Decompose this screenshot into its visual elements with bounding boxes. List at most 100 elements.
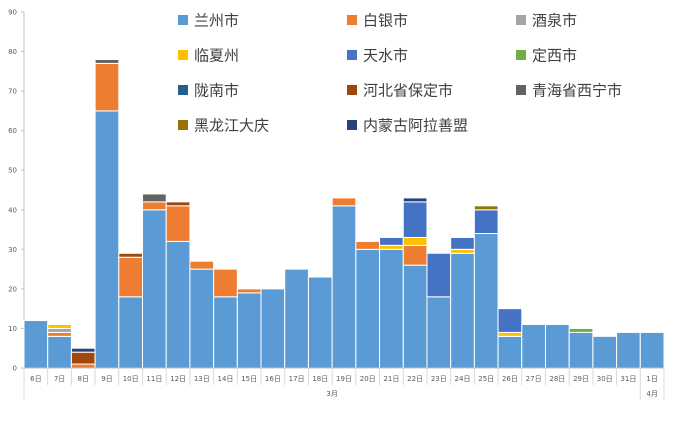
bar-segment bbox=[94, 62, 120, 112]
bar-segment bbox=[260, 288, 286, 369]
bar-segment bbox=[47, 327, 72, 333]
bar-segment bbox=[213, 296, 238, 369]
legend-swatch bbox=[516, 15, 526, 25]
bar-segment bbox=[70, 363, 96, 369]
bar-segment bbox=[450, 252, 475, 369]
bar-segment bbox=[473, 233, 499, 369]
bar-segment bbox=[402, 264, 428, 369]
y-tick-label: 50 bbox=[8, 167, 17, 175]
bar-segment bbox=[379, 248, 404, 369]
legend-swatch bbox=[178, 15, 188, 25]
x-tick-label: 6日 bbox=[30, 375, 41, 383]
x-tick-label: 23日 bbox=[431, 375, 447, 383]
x-tick-label: 10日 bbox=[123, 375, 139, 383]
legend-swatch bbox=[516, 50, 526, 60]
y-tick-label: 30 bbox=[8, 246, 17, 254]
legend-label: 临夏州 bbox=[194, 47, 239, 65]
bar-segment bbox=[568, 327, 594, 333]
y-tick-label: 80 bbox=[8, 48, 17, 56]
legend-swatch bbox=[347, 15, 357, 25]
x-tick-label: 9日 bbox=[101, 375, 112, 383]
y-tick-label: 20 bbox=[8, 285, 17, 293]
bar-segment bbox=[402, 244, 428, 266]
bar-segment bbox=[142, 201, 167, 211]
bar-segment bbox=[165, 201, 191, 207]
legend-swatch bbox=[178, 50, 188, 60]
bar-segment bbox=[402, 236, 428, 246]
bar-segment bbox=[189, 268, 215, 369]
bar-segment bbox=[355, 248, 381, 369]
x-tick-label: 15日 bbox=[241, 375, 257, 383]
bar-segment bbox=[165, 240, 191, 369]
bar-segment bbox=[284, 268, 309, 369]
bar-segment bbox=[544, 323, 570, 369]
bar-segment bbox=[450, 236, 475, 250]
bar-segment bbox=[236, 288, 262, 294]
bar-segment bbox=[47, 331, 72, 337]
bar-segment bbox=[47, 335, 72, 369]
bar-segment bbox=[331, 197, 357, 207]
x-tick-label: 7日 bbox=[54, 375, 65, 383]
x-tick-label: 22日 bbox=[407, 375, 423, 383]
legend-swatch bbox=[178, 85, 188, 95]
x-tick-label: 13日 bbox=[194, 375, 210, 383]
y-tick-label: 0 bbox=[13, 365, 17, 373]
bar-segment bbox=[568, 331, 594, 369]
legend-label: 陇南市 bbox=[194, 82, 239, 100]
x-axis: 6日 7日 8日 9日 10日 11日 12日 13日 14日 15日 16日 17日 18日 19日 20… bbox=[23, 367, 665, 400]
x-tick-label: 18日 bbox=[312, 375, 328, 383]
y-tick-label: 40 bbox=[8, 206, 17, 214]
bar-segment bbox=[94, 110, 120, 369]
bar-segment bbox=[213, 268, 238, 298]
bar-segment bbox=[142, 193, 167, 203]
legend-swatch bbox=[178, 120, 188, 130]
bar-segment bbox=[142, 209, 167, 369]
x-tick-label: 25日 bbox=[478, 375, 494, 383]
bar-segment bbox=[426, 252, 452, 298]
legend-label: 白银市 bbox=[363, 12, 408, 30]
bar-segment bbox=[70, 347, 96, 353]
bar-segment bbox=[70, 351, 96, 365]
bar-segment bbox=[118, 296, 144, 369]
x-tick-label: 17日 bbox=[289, 375, 305, 383]
bar-segment bbox=[118, 256, 144, 298]
bar-segment bbox=[236, 292, 262, 369]
bar-segment bbox=[426, 296, 452, 369]
bar-segment bbox=[165, 205, 191, 242]
y-tick-label: 70 bbox=[8, 88, 17, 96]
bar-segment bbox=[616, 331, 641, 369]
x-tick-label: 16日 bbox=[265, 375, 281, 383]
x-tick-label: 8日 bbox=[78, 375, 89, 383]
y-tick-label: 10 bbox=[8, 325, 17, 333]
bars-layer bbox=[23, 58, 665, 369]
legend-label: 河北省保定市 bbox=[363, 82, 453, 100]
bar-segment bbox=[473, 205, 499, 211]
x-tick-label: 26日 bbox=[502, 375, 518, 383]
x-tick-label: 28日 bbox=[549, 375, 565, 383]
bar-segment bbox=[379, 244, 404, 250]
x-tick-label: 11日 bbox=[146, 375, 162, 383]
y-axis: 0 10 20 30 40 50 60 70 80 90 bbox=[8, 9, 25, 373]
legend-label: 天水市 bbox=[363, 47, 408, 65]
bar-segment bbox=[379, 236, 404, 246]
bar-segment bbox=[355, 240, 381, 250]
x-tick-label: 30日 bbox=[597, 375, 613, 383]
bar-segment bbox=[118, 252, 144, 258]
x-tick-label: 20日 bbox=[360, 375, 376, 383]
legend-label: 内蒙古阿拉善盟 bbox=[363, 117, 468, 135]
bar-segment bbox=[497, 331, 523, 337]
bar-segment bbox=[94, 58, 120, 64]
x-tick-label: 14日 bbox=[218, 375, 234, 383]
bar-segment bbox=[450, 248, 475, 254]
x-month-label: 4月 bbox=[646, 390, 657, 398]
legend-swatch bbox=[516, 85, 526, 95]
bar-segment bbox=[307, 276, 333, 369]
x-tick-label: 19日 bbox=[336, 375, 352, 383]
bar-segment bbox=[521, 323, 546, 369]
bar-segment bbox=[402, 201, 428, 238]
legend-label: 兰州市 bbox=[194, 12, 239, 30]
x-tick-label: 29日 bbox=[573, 375, 589, 383]
bar-segment bbox=[189, 260, 215, 270]
x-tick-label: 24日 bbox=[455, 375, 471, 383]
